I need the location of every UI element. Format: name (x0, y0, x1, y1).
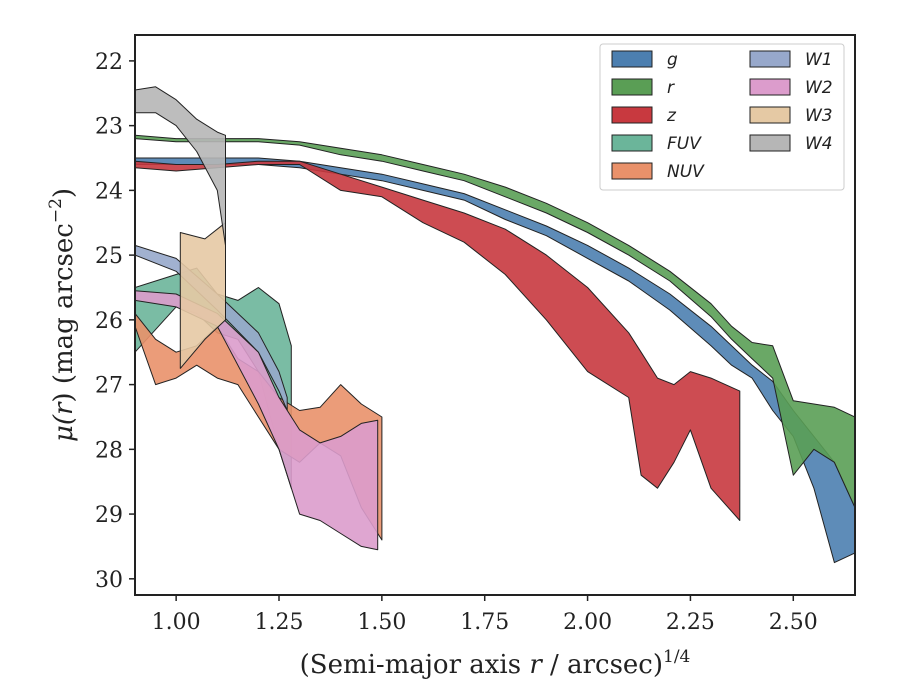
x-tick-label: 1.50 (357, 610, 406, 635)
x-tick-label: 2.50 (769, 610, 818, 635)
legend-label-w1: W1 (805, 50, 833, 70)
band-z (135, 160, 741, 521)
legend-swatch-w1 (749, 50, 791, 68)
plot-frame (134, 34, 856, 596)
legend-swatch-r (611, 78, 653, 96)
legend-label-w4: W4 (805, 134, 833, 154)
legend-swatch-z (611, 106, 653, 124)
legend-swatch-nuv (611, 162, 653, 180)
legend-label-r: r (667, 78, 675, 98)
legend-swatch-w2 (749, 78, 791, 96)
y-tick-label: 28 (95, 438, 123, 463)
band-r (135, 134, 855, 509)
y-tick-label: 27 (95, 374, 123, 399)
legend-label-fuv: FUV (667, 134, 702, 154)
y-tick-label: 25 (95, 244, 123, 269)
legend: grz FUV NUV W1 W2 W3 W4 (599, 43, 845, 191)
legend-label-w3: W3 (805, 106, 833, 126)
legend-swatch-w4 (749, 134, 791, 152)
y-axis-title: μ(r) (mag arcsec−2) (46, 188, 79, 442)
band-w2 (135, 290, 379, 551)
legend-swatch-fuv (611, 134, 653, 152)
y-tick-label: 29 (95, 503, 123, 528)
legend-label-w2: W2 (805, 78, 833, 98)
x-tick-label: 2.00 (563, 610, 612, 635)
x-tick-label: 1.00 (152, 610, 201, 635)
band-w4 (135, 86, 226, 246)
legend-label-z: z (666, 106, 677, 126)
legend-swatch-g (611, 50, 653, 68)
legend-swatch-w3 (749, 106, 791, 124)
x-tick-label: 2.25 (666, 610, 715, 635)
x-axis-title: (Semi-major axis r / arcsec)1/4 (300, 647, 691, 680)
plot-area (135, 86, 855, 564)
legend-label-nuv: NUV (667, 162, 705, 182)
y-tick-label: 23 (95, 115, 123, 140)
y-tick-label: 26 (95, 309, 123, 334)
x-tick-label: 1.75 (460, 610, 509, 635)
y-tick-label: 30 (95, 568, 123, 593)
axis-ticks: 1.00 1.25 1.50 1.75 2.00 2.25 2.50 22 23 24 25 26 27… (95, 50, 818, 635)
y-tick-label: 22 (95, 50, 123, 75)
legend-label-g: g (667, 50, 678, 70)
band-w3 (179, 222, 226, 369)
y-tick-label: 24 (95, 179, 123, 204)
band-g (135, 157, 855, 564)
x-tick-label: 1.25 (255, 610, 304, 635)
